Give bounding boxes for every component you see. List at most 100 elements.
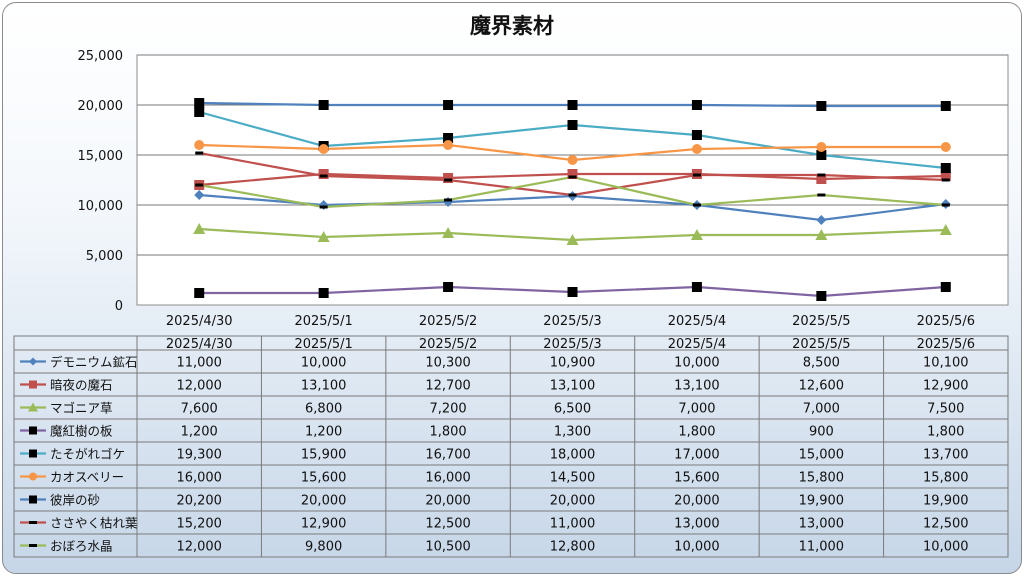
data-point-marker — [28, 402, 38, 412]
table-value-cell: 19,300 — [176, 448, 222, 463]
table-value-cell: 11,000 — [550, 517, 596, 532]
table-header-cell: 2025/5/3 — [543, 337, 601, 352]
table-value-cell: 13,000 — [799, 517, 845, 532]
table-header-cell: 2025/5/5 — [792, 337, 850, 352]
y-tick-label: 25,000 — [78, 49, 124, 64]
table-value-cell: 900 — [809, 425, 834, 440]
table-value-cell: 10,500 — [425, 540, 471, 555]
data-point-marker — [319, 174, 328, 178]
data-point-marker — [318, 144, 329, 154]
table-value-cell: 11,000 — [176, 356, 222, 371]
data-point-marker — [194, 190, 205, 200]
data-point-marker — [194, 140, 205, 150]
table-series-name: 魔紅樹の板 — [50, 424, 113, 439]
data-point-marker — [691, 100, 702, 110]
table-value-cell: 6,500 — [554, 402, 591, 417]
table-value-cell: 8,500 — [803, 356, 840, 371]
data-point-marker — [567, 120, 578, 130]
data-point-marker — [817, 173, 826, 177]
data-point-marker — [940, 101, 951, 111]
data-point-marker — [940, 163, 951, 173]
table-value-cell: 12,500 — [425, 517, 471, 532]
table-value-cell: 11,000 — [799, 540, 845, 555]
data-point-marker — [443, 173, 454, 183]
table-value-cell: 1,800 — [429, 425, 466, 440]
table-value-cell: 7,500 — [927, 402, 964, 417]
table-value-cell: 7,200 — [429, 402, 466, 417]
y-tick-label: 20,000 — [78, 99, 124, 114]
table-header-cell: 2025/5/6 — [917, 337, 975, 352]
data-point-marker — [443, 133, 454, 143]
table-value-cell: 16,000 — [176, 471, 222, 486]
table-series-name: 暗夜の魔石 — [50, 378, 113, 393]
table-value-cell: 12,000 — [176, 540, 222, 555]
table-value-cell: 15,800 — [923, 471, 969, 486]
table-value-cell: 15,600 — [674, 471, 720, 486]
table-series-name: ささやく枯れ葉 — [50, 516, 138, 531]
data-point-marker — [29, 521, 37, 524]
data-point-marker — [194, 98, 205, 108]
table-header-cell: 2025/5/2 — [419, 337, 477, 352]
table-value-cell: 7,000 — [678, 402, 715, 417]
data-point-marker — [29, 380, 37, 389]
data-point-marker — [940, 142, 951, 152]
table-value-cell: 20,000 — [301, 494, 347, 509]
table-value-cell: 10,300 — [425, 356, 471, 371]
data-point-marker — [444, 178, 453, 182]
data-point-marker — [692, 173, 701, 177]
table-value-cell: 6,800 — [305, 402, 342, 417]
table-value-cell: 16,000 — [425, 471, 471, 486]
data-point-marker — [567, 155, 578, 165]
data-point-marker — [29, 495, 37, 504]
data-table: 2025/4/30 2025/5/1 2025/5/2 2025/5/3 2025/5/… — [13, 335, 1009, 558]
data-point-marker — [444, 198, 453, 202]
data-point-marker — [319, 205, 328, 209]
table-value-cell: 12,700 — [425, 379, 471, 394]
data-point-marker — [940, 171, 951, 181]
data-point-marker — [940, 282, 951, 292]
data-point-marker — [317, 231, 330, 242]
table-value-cell: 15,800 — [799, 471, 845, 486]
data-point-marker — [816, 142, 827, 152]
data-point-marker — [567, 169, 578, 179]
table-value-cell: 7,000 — [803, 402, 840, 417]
data-point-marker — [195, 183, 204, 187]
data-point-marker — [691, 282, 702, 292]
data-point-marker — [29, 472, 37, 481]
table-value-cell: 9,800 — [305, 540, 342, 555]
data-point-marker — [567, 287, 578, 297]
data-point-marker — [816, 101, 827, 111]
table-value-cell: 20,000 — [550, 494, 596, 509]
data-point-marker — [442, 227, 455, 238]
table-series-name: おぼろ水晶 — [50, 539, 113, 554]
series-group — [193, 98, 952, 301]
table-value-cell: 16,700 — [425, 448, 471, 463]
table-header-cell: 2025/4/30 — [166, 337, 233, 352]
data-point-marker — [692, 203, 701, 207]
table-value-cell: 17,000 — [674, 448, 720, 463]
table-value-cell: 10,000 — [301, 356, 347, 371]
table-value-cell: 15,900 — [301, 448, 347, 463]
y-tick-label: 15,000 — [78, 149, 124, 164]
table-value-cell: 1,800 — [927, 425, 964, 440]
data-point-marker — [193, 223, 206, 234]
table-value-cell: 10,000 — [923, 540, 969, 555]
table-value-cell: 15,000 — [799, 448, 845, 463]
table-value-cell: 12,000 — [176, 379, 222, 394]
table-value-cell: 13,000 — [674, 517, 720, 532]
table-series-name: デモニウム鉱石 — [50, 355, 138, 370]
table-value-cell: 10,000 — [674, 356, 720, 371]
data-point-marker — [816, 150, 827, 160]
table-value-cell: 12,500 — [923, 517, 969, 532]
table-value-cell: 10,100 — [923, 356, 969, 371]
data-point-marker — [29, 426, 37, 435]
data-point-marker — [29, 357, 37, 366]
table-value-cell: 20,000 — [425, 494, 471, 509]
x-tick-label: 2025/5/4 — [668, 314, 726, 329]
table-value-cell: 13,700 — [923, 448, 969, 463]
data-point-marker — [567, 100, 578, 110]
data-point-marker — [691, 144, 702, 154]
table-value-cell: 12,800 — [550, 540, 596, 555]
data-point-marker — [195, 151, 204, 155]
